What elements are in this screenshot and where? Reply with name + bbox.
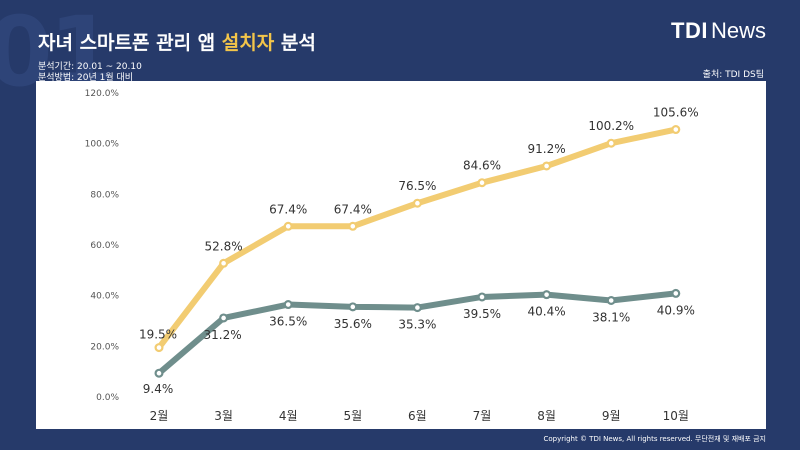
data-point [283, 221, 293, 231]
data-label: 36.5% [269, 315, 307, 329]
x-tick-label: 6월 [408, 409, 427, 423]
logo-news: News [710, 18, 766, 43]
data-point [154, 343, 164, 353]
analysis-period: 분석기간: 20.01 ~ 20.10 [38, 62, 142, 72]
y-tick-label: 20.0% [90, 342, 119, 352]
x-tick-label: 8월 [537, 409, 556, 423]
data-label: 67.4% [269, 202, 307, 216]
data-label: 35.3% [398, 318, 436, 332]
data-label: 76.5% [398, 179, 436, 193]
data-point [477, 292, 487, 302]
data-point [606, 295, 616, 305]
data-label: 35.6% [334, 317, 372, 331]
x-tick-label: 3월 [214, 409, 233, 423]
x-tick-label: 5월 [343, 409, 362, 423]
data-label: 9.4% [143, 382, 174, 396]
data-label: 40.9% [657, 303, 695, 317]
data-point [348, 302, 358, 312]
data-point [154, 368, 164, 378]
data-point [477, 178, 487, 188]
title-prefix: 자녀 스마트폰 관리 앱 [38, 32, 222, 54]
data-point [412, 198, 422, 208]
data-label: 100.2% [588, 119, 634, 133]
data-point [671, 288, 681, 298]
data-label: 105.6% [653, 106, 699, 120]
x-tick-label: 7월 [473, 409, 492, 423]
data-point [283, 300, 293, 310]
y-tick-label: 120.0% [85, 89, 120, 99]
x-tick-label: 2월 [150, 409, 169, 423]
x-tick-label: 9월 [602, 409, 621, 423]
data-point [671, 125, 681, 135]
y-tick-label: 100.0% [85, 140, 120, 150]
analysis-method: 분석방법: 20년 1월 대비 [38, 73, 134, 83]
page-title: 자녀 스마트폰 관리 앱 설치자 분석 [38, 28, 316, 55]
data-label: 40.4% [528, 305, 566, 319]
y-tick-label: 80.0% [90, 190, 119, 200]
brand-logo: TDI News [671, 18, 766, 44]
source-note: 출처: TDI DS팀 [702, 70, 764, 80]
data-point [348, 221, 358, 231]
data-point [606, 138, 616, 148]
data-label: 84.6% [463, 159, 501, 173]
data-label: 67.4% [334, 202, 372, 216]
data-label: 52.8% [205, 239, 243, 253]
x-tick-label: 4월 [279, 409, 298, 423]
data-label: 38.1% [592, 310, 630, 324]
title-suffix: 분석 [274, 32, 316, 54]
data-label: 31.2% [204, 328, 242, 342]
data-point [542, 161, 552, 171]
data-label: 39.5% [463, 307, 501, 321]
title-highlight: 설치자 [221, 32, 275, 54]
x-tick-label: 10월 [663, 409, 689, 423]
data-point [219, 258, 229, 268]
y-tick-label: 0.0% [96, 393, 119, 403]
data-point [219, 313, 229, 323]
y-tick-label: 60.0% [90, 241, 119, 251]
logo-tdi: TDI [671, 18, 708, 43]
copyright-note: Copyright © TDI News, All rights reserve… [543, 435, 766, 443]
data-point [412, 303, 422, 313]
y-tick-label: 40.0% [90, 292, 119, 302]
data-label: 19.5% [139, 328, 177, 342]
data-label: 91.2% [528, 142, 566, 156]
data-point [542, 290, 552, 300]
